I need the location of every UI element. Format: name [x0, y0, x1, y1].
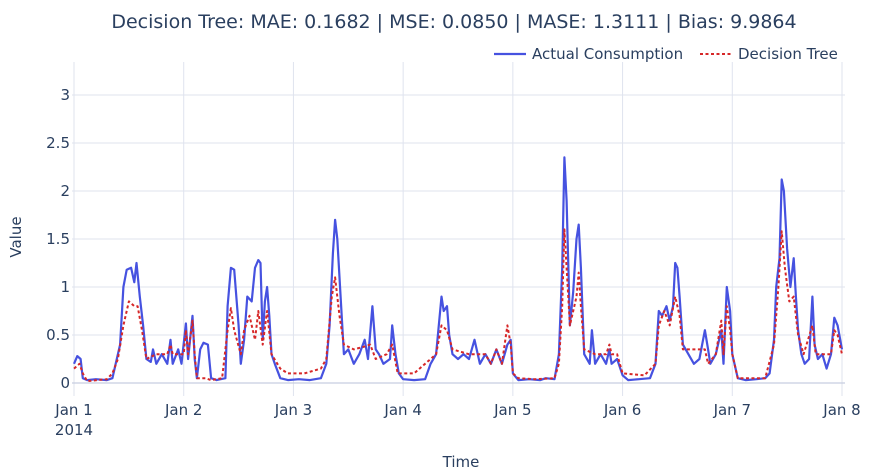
y-tick-label: 1.5 [46, 230, 70, 248]
y-tick-label: 2.5 [46, 134, 70, 152]
legend: Actual Consumption Decision Tree [494, 45, 838, 63]
plot-area [72, 156, 844, 383]
y-tick-label: 2 [60, 182, 70, 200]
legend-label-decision-tree: Decision Tree [738, 45, 838, 63]
y-axis-title: Value [7, 216, 25, 257]
y-tick-label: 3 [60, 86, 70, 104]
x-tick-label: Jan 7 [713, 401, 751, 419]
x-tick-label: Jan 6 [603, 401, 641, 419]
x-axis-title: Time [442, 453, 480, 471]
watermark: 掘金技术社区 @ 布客飞龙 [641, 432, 862, 454]
x-tick-label: 2014 [55, 421, 93, 439]
x-tick-label: Jan 3 [274, 401, 312, 419]
series-decision-tree-line [73, 228, 843, 383]
chart-title: Decision Tree: MAE: 0.1682 | MSE: 0.0850… [111, 11, 796, 33]
grid [72, 62, 845, 396]
legend-label-actual: Actual Consumption [532, 45, 683, 63]
y-tick-label: 0 [60, 374, 70, 392]
x-tick-label: Jan 4 [383, 401, 421, 419]
y-tick-label: 1 [60, 278, 70, 296]
y-tick-label: 0.5 [46, 326, 70, 344]
x-tick-label: Jan 8 [822, 401, 860, 419]
y-axis: 0 0.5 1 1.5 2 2.5 3 [46, 86, 70, 392]
x-tick-label: Jan 1 [54, 401, 92, 419]
x-tick-label: Jan 2 [164, 401, 202, 419]
x-axis: Jan 1 2014 Jan 2 Jan 3 Jan 4 Jan 5 Jan 6 Jan 7 J… [54, 401, 860, 439]
x-tick-label: Jan 5 [493, 401, 531, 419]
